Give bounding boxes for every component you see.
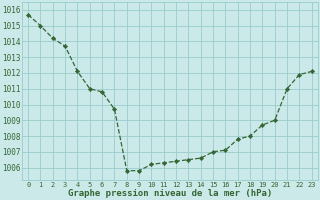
X-axis label: Graphe pression niveau de la mer (hPa): Graphe pression niveau de la mer (hPa): [68, 189, 272, 198]
